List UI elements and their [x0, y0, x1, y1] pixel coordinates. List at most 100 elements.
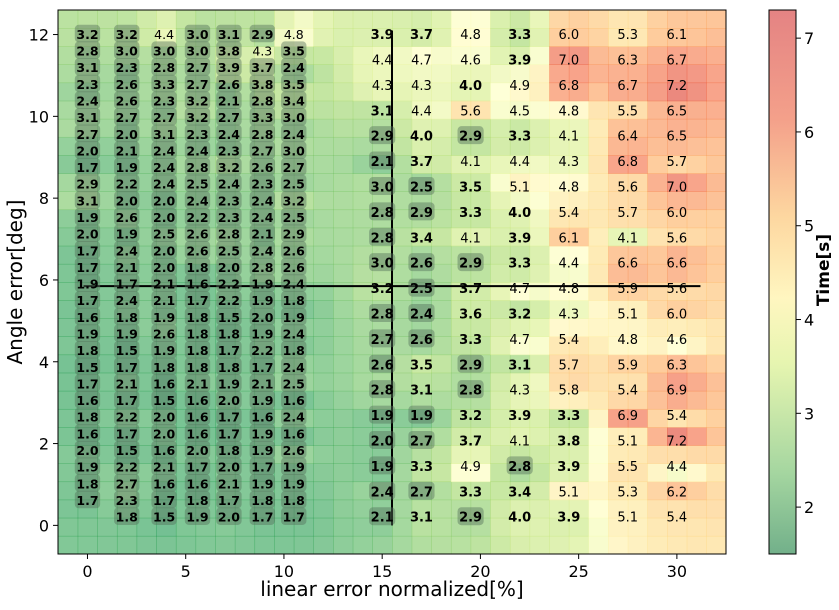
heatmap-cell [116, 263, 138, 283]
heatmap-cell [77, 227, 98, 247]
value-label: 5.6 [667, 282, 688, 297]
value-label: 2.7 [410, 485, 433, 500]
heatmap-cell [77, 318, 98, 337]
heatmap-cell [706, 408, 726, 428]
value-label: 4.4 [411, 104, 432, 119]
heatmap-cell [333, 173, 354, 192]
value-label: 1.9 [283, 476, 305, 491]
heatmap-cell [274, 227, 295, 247]
value-label: 2.1 [153, 460, 175, 475]
heatmap-cell [549, 28, 570, 47]
heatmap-cell [509, 535, 531, 554]
heatmap-cell [136, 535, 157, 554]
heatmap-cell [97, 173, 118, 192]
heatmap-cell [450, 118, 472, 138]
value-label: 2.7 [283, 160, 305, 175]
heatmap-cell [686, 300, 707, 319]
heatmap-cell [568, 535, 590, 554]
heatmap-cell [431, 390, 452, 410]
heatmap-cell [568, 209, 590, 229]
heatmap-cell [234, 390, 256, 410]
heatmap-cell [234, 136, 256, 156]
heatmap-cell [647, 390, 668, 410]
value-label: 2.1 [153, 293, 175, 308]
heatmap-cell [568, 336, 590, 356]
heatmap-cell [293, 390, 315, 410]
heatmap-cell [470, 155, 491, 174]
heatmap-cell [195, 136, 216, 156]
value-label: 5.6 [667, 231, 688, 246]
value-label: 1.6 [153, 376, 175, 391]
heatmap-cell [686, 336, 707, 356]
heatmap-cell [431, 155, 452, 174]
heatmap-cell [215, 300, 236, 319]
heatmap-cell [313, 245, 334, 265]
heatmap-cell [608, 318, 629, 337]
heatmap-cell [136, 372, 157, 392]
heatmap-cell [333, 481, 354, 501]
heatmap-cell [156, 427, 177, 446]
value-label: 3.2 [371, 282, 394, 297]
heatmap-cell [490, 82, 511, 102]
heatmap-cell [392, 191, 413, 211]
heatmap-cell [58, 445, 79, 464]
heatmap-cell [77, 28, 98, 47]
heatmap-cell [490, 10, 511, 29]
heatmap-cell [293, 408, 315, 428]
heatmap-cell [686, 354, 707, 374]
value-label: 6.0 [667, 206, 688, 221]
heatmap-cell [706, 263, 726, 283]
heatmap-cell [136, 227, 157, 247]
value-label: 1.7 [218, 410, 240, 425]
value-label: 3.0 [186, 44, 208, 59]
heatmap-cell [608, 481, 629, 501]
heatmap-cell [215, 481, 236, 501]
heatmap-cell [588, 118, 609, 138]
heatmap-cell [647, 372, 668, 392]
heatmap-cell [175, 390, 197, 410]
heatmap-cell [529, 282, 550, 301]
heatmap-cell [274, 64, 295, 84]
value-label: 4.3 [252, 44, 272, 59]
value-label: 2.4 [283, 277, 305, 292]
heatmap-cell [588, 173, 609, 192]
value-label: 5.4 [667, 511, 688, 526]
heatmap-cell [77, 427, 98, 446]
heatmap-cell [274, 209, 295, 229]
heatmap-cell [234, 263, 256, 283]
heatmap-cell [470, 227, 491, 247]
value-label: 3.1 [218, 27, 240, 42]
value-label: 2.7 [116, 110, 138, 125]
heatmap-cell [333, 10, 354, 29]
heatmap-cell [549, 10, 570, 29]
value-label: 2.6 [186, 227, 208, 242]
heatmap-cell [588, 535, 609, 554]
heatmap-cell [274, 300, 295, 319]
heatmap-cell [156, 118, 177, 138]
heatmap-cell [647, 28, 668, 47]
value-label: 2.4 [153, 177, 175, 192]
heatmap-cell [549, 245, 570, 265]
colorbar-tick-label: 5 [804, 217, 814, 236]
heatmap-cell [686, 535, 707, 554]
heatmap-cell [706, 28, 726, 47]
heatmap-cell [215, 463, 236, 483]
value-label: 1.9 [251, 476, 273, 491]
heatmap-cell [686, 245, 707, 265]
heatmap-cell [490, 300, 511, 319]
heatmap-cell [588, 517, 609, 537]
heatmap-cell [372, 227, 393, 247]
value-label: 1.8 [76, 476, 98, 491]
value-label: 2.8 [251, 260, 273, 275]
heatmap-cell [549, 445, 570, 464]
heatmap-cell [333, 118, 354, 138]
heatmap-cell [568, 10, 590, 29]
heatmap-cell [372, 390, 393, 410]
heatmap-cell [509, 10, 531, 29]
heatmap-cell [529, 209, 550, 229]
heatmap-cell [58, 118, 79, 138]
heatmap-cell [97, 445, 118, 464]
heatmap-cell [97, 354, 118, 374]
heatmap-cell [490, 173, 511, 192]
heatmap-cell [411, 191, 432, 211]
